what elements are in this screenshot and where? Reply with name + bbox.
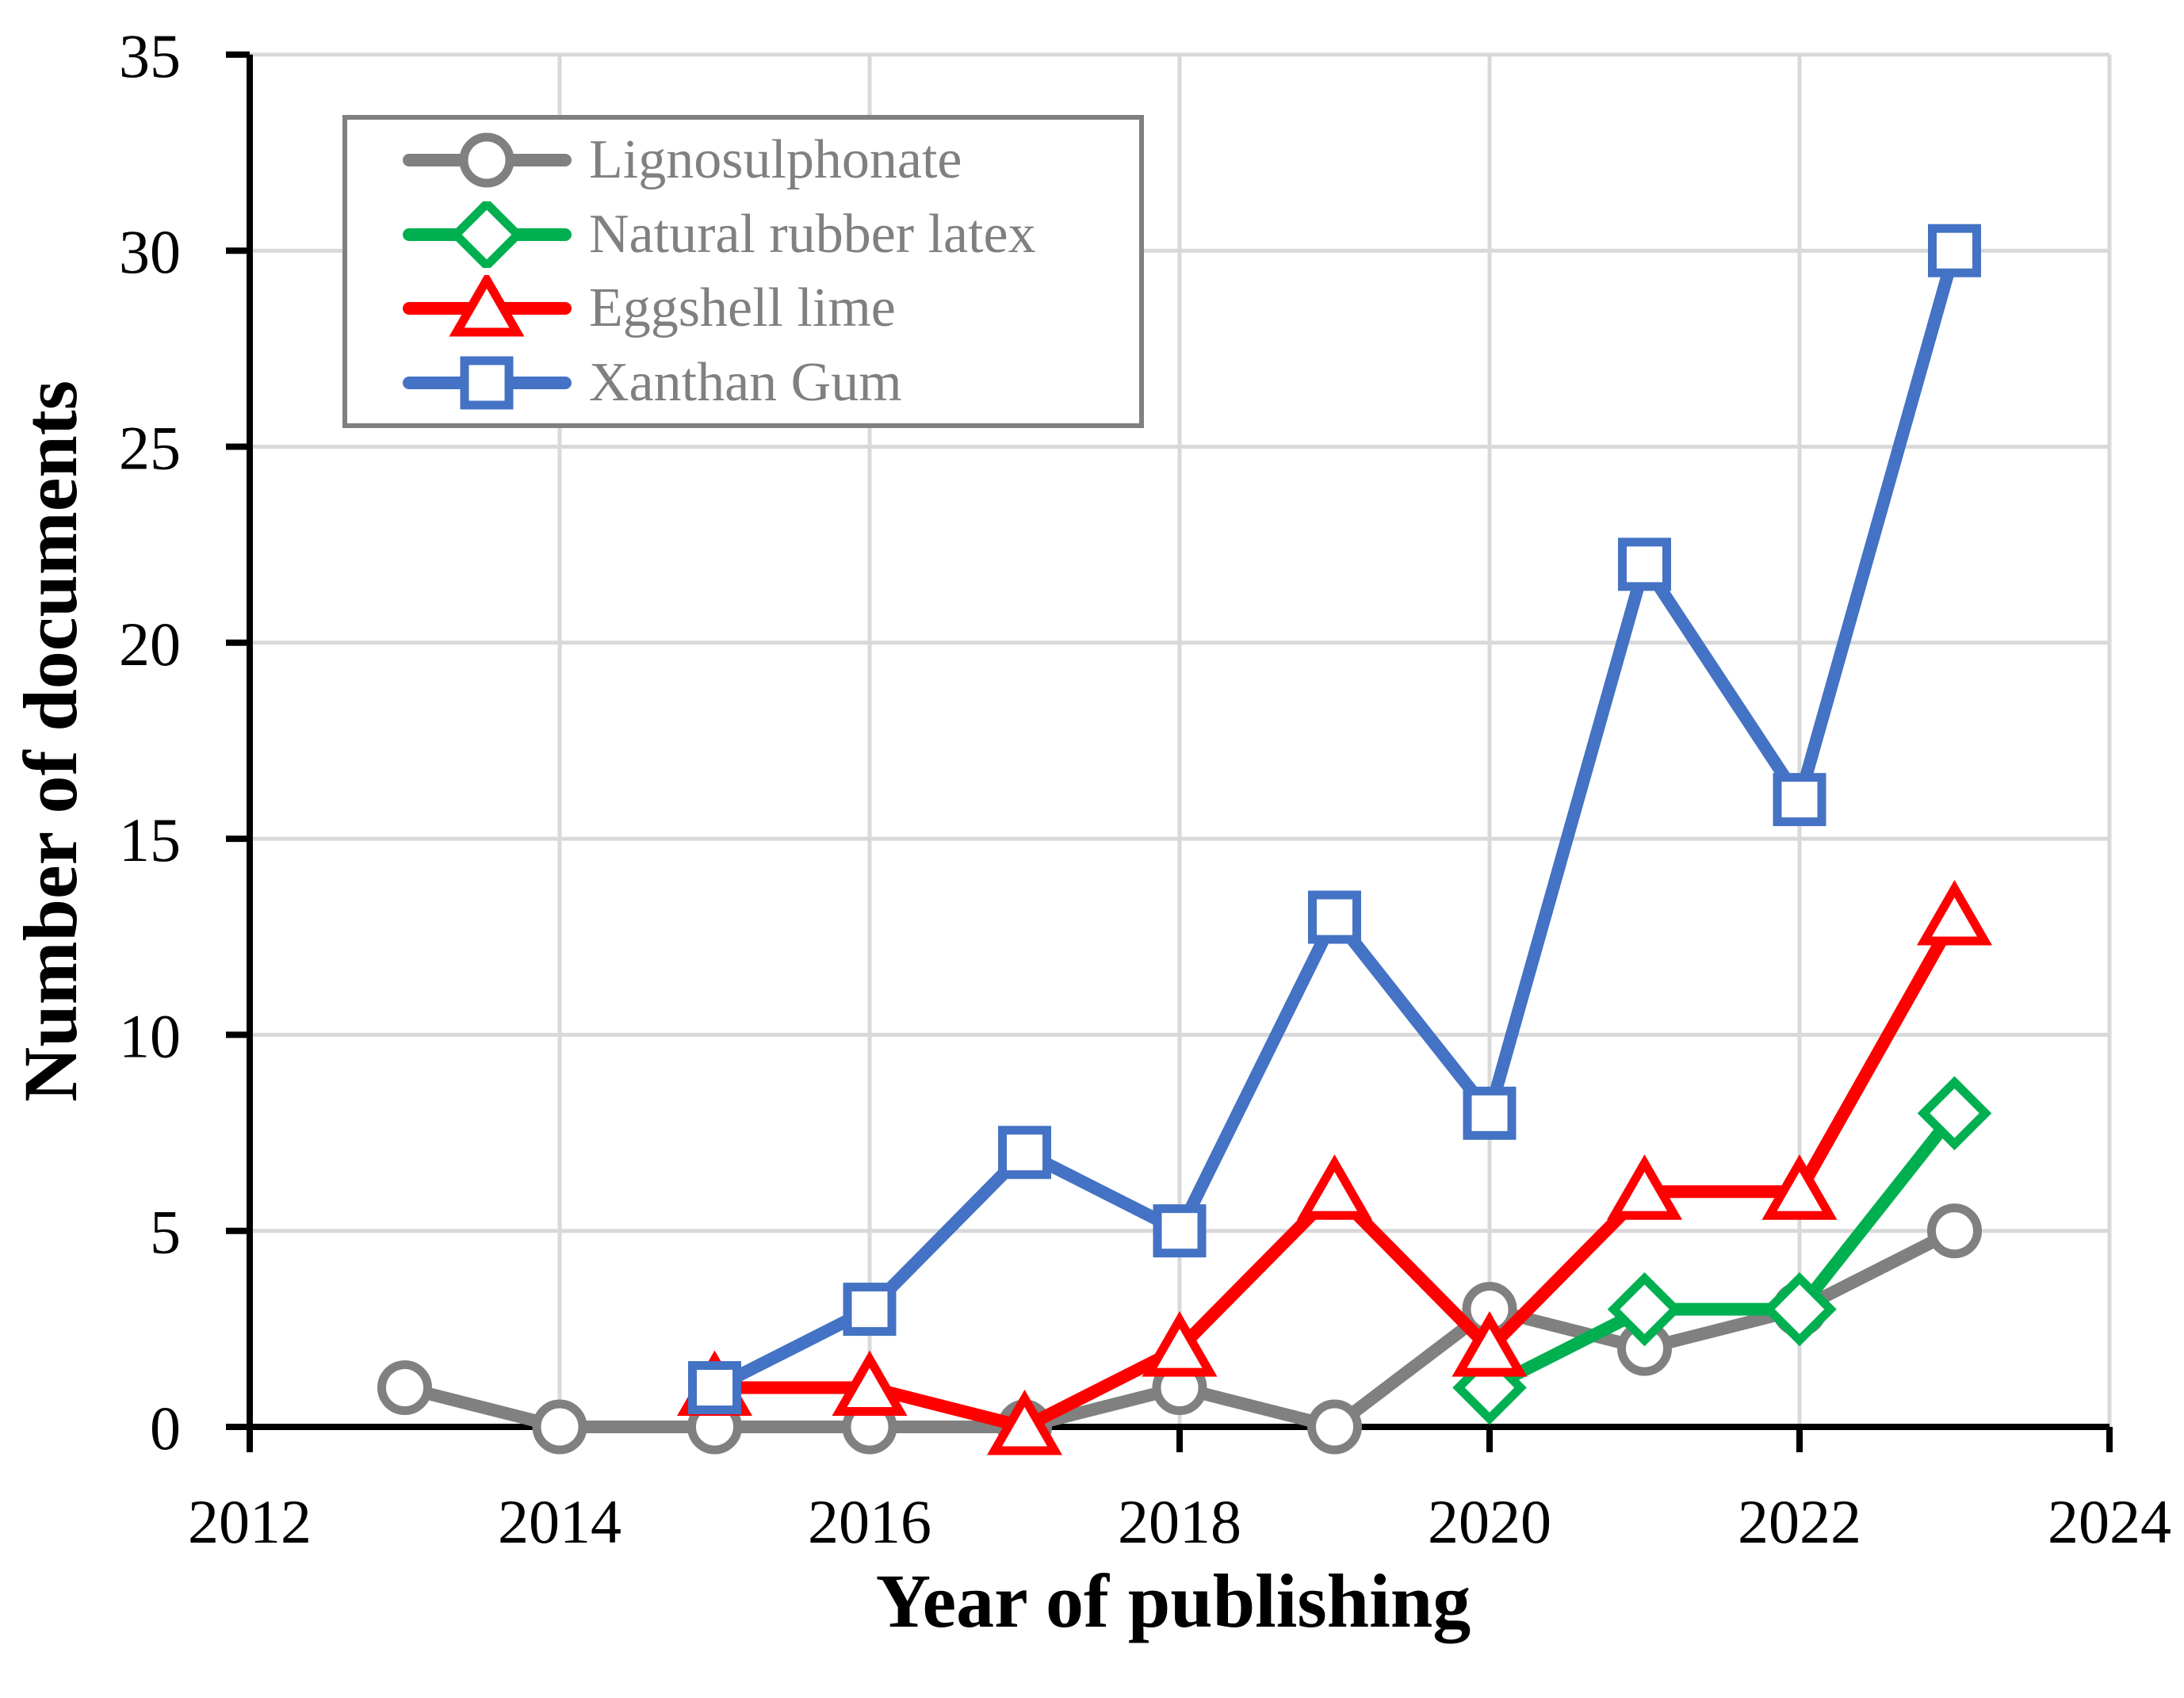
legend-item-eggshell-lime: Eggshell lime: [398, 275, 1131, 342]
square-marker-xanthan-gum: [1308, 890, 1361, 944]
y-axis-title: Number of documents: [8, 380, 93, 1103]
y-tick-label: 5: [150, 1198, 181, 1267]
y-tick-label: 0: [150, 1394, 181, 1463]
legend-label: Lignosulphonate: [589, 128, 962, 190]
legend-item-natural-rubber-latex: Natural rubber latex: [398, 201, 1131, 268]
circle-marker-icon: [459, 132, 514, 188]
diamond-marker-natural-rubber-latex: [1917, 1076, 1992, 1151]
square-marker-xanthan-gum: [688, 1361, 741, 1415]
legend-label: Eggshell lime: [589, 277, 896, 339]
square-marker-xanthan-gum: [1153, 1204, 1207, 1258]
diamond-marker-icon: [449, 201, 524, 268]
y-tick-label: 25: [119, 414, 181, 483]
legend-label: Xanthan Gum: [589, 352, 902, 414]
circle-legend-swatch-icon: [403, 132, 572, 188]
triangle-marker-eggshell-lime: [1452, 1311, 1528, 1377]
y-tick-label: 35: [119, 21, 181, 90]
triangle-legend-swatch-icon: [403, 275, 572, 337]
legend-item-xanthan-gum: Xanthan Gum: [398, 350, 1131, 416]
legend: Lignosulphonate Natural rubber latex Eggsh…: [342, 115, 1144, 428]
y-tick-label: 10: [119, 1001, 181, 1070]
triangle-marker-eggshell-lime: [1296, 1154, 1373, 1220]
square-legend-swatch-icon: [403, 356, 572, 410]
x-tick-label: 2022: [1738, 1487, 1861, 1556]
x-tick-label: 2014: [498, 1487, 622, 1556]
y-tick-label: 30: [119, 217, 181, 286]
y-tick-label: 15: [119, 805, 181, 874]
x-tick-label: 2016: [808, 1487, 931, 1556]
diamond-marker-natural-rubber-latex: [1762, 1272, 1837, 1347]
triangle-marker-eggshell-lime: [1916, 879, 1993, 946]
triangle-marker-eggshell-lime: [986, 1389, 1063, 1455]
circle-marker-lignosulphonate: [1927, 1203, 1982, 1259]
square-marker-xanthan-gum: [1773, 773, 1826, 827]
x-tick-label: 2012: [188, 1487, 312, 1556]
square-marker-xanthan-gum: [1618, 537, 1671, 591]
triangle-marker-icon: [449, 275, 525, 337]
legend-label: Natural rubber latex: [589, 203, 1036, 265]
triangle-marker-eggshell-lime: [832, 1350, 908, 1417]
square-marker-icon: [460, 356, 514, 410]
square-marker-xanthan-gum: [843, 1283, 897, 1337]
legend-item-lignosulphonate: Lignosulphonate: [398, 127, 1131, 193]
triangle-marker-eggshell-lime: [1761, 1154, 1838, 1220]
square-marker-xanthan-gum: [1928, 224, 1981, 277]
y-tick-label: 20: [119, 610, 181, 679]
square-marker-xanthan-gum: [998, 1126, 1051, 1180]
circle-marker-lignosulphonate: [377, 1360, 432, 1416]
x-tick-label: 2024: [2048, 1487, 2171, 1556]
x-tick-label: 2020: [1428, 1487, 1551, 1556]
circle-marker-lignosulphonate: [532, 1399, 587, 1455]
square-marker-xanthan-gum: [1463, 1086, 1517, 1140]
circle-marker-lignosulphonate: [1307, 1399, 1362, 1455]
diamond-legend-swatch-icon: [403, 201, 572, 268]
series-line-natural-rubber-latex: [1483, 1107, 1961, 1394]
triangle-marker-eggshell-lime: [1142, 1311, 1218, 1377]
diamond-marker-natural-rubber-latex: [1607, 1272, 1682, 1347]
x-axis-title: Year of publishing: [875, 1558, 1471, 1643]
triangle-marker-eggshell-lime: [1606, 1154, 1683, 1220]
x-tick-label: 2018: [1118, 1487, 1241, 1556]
